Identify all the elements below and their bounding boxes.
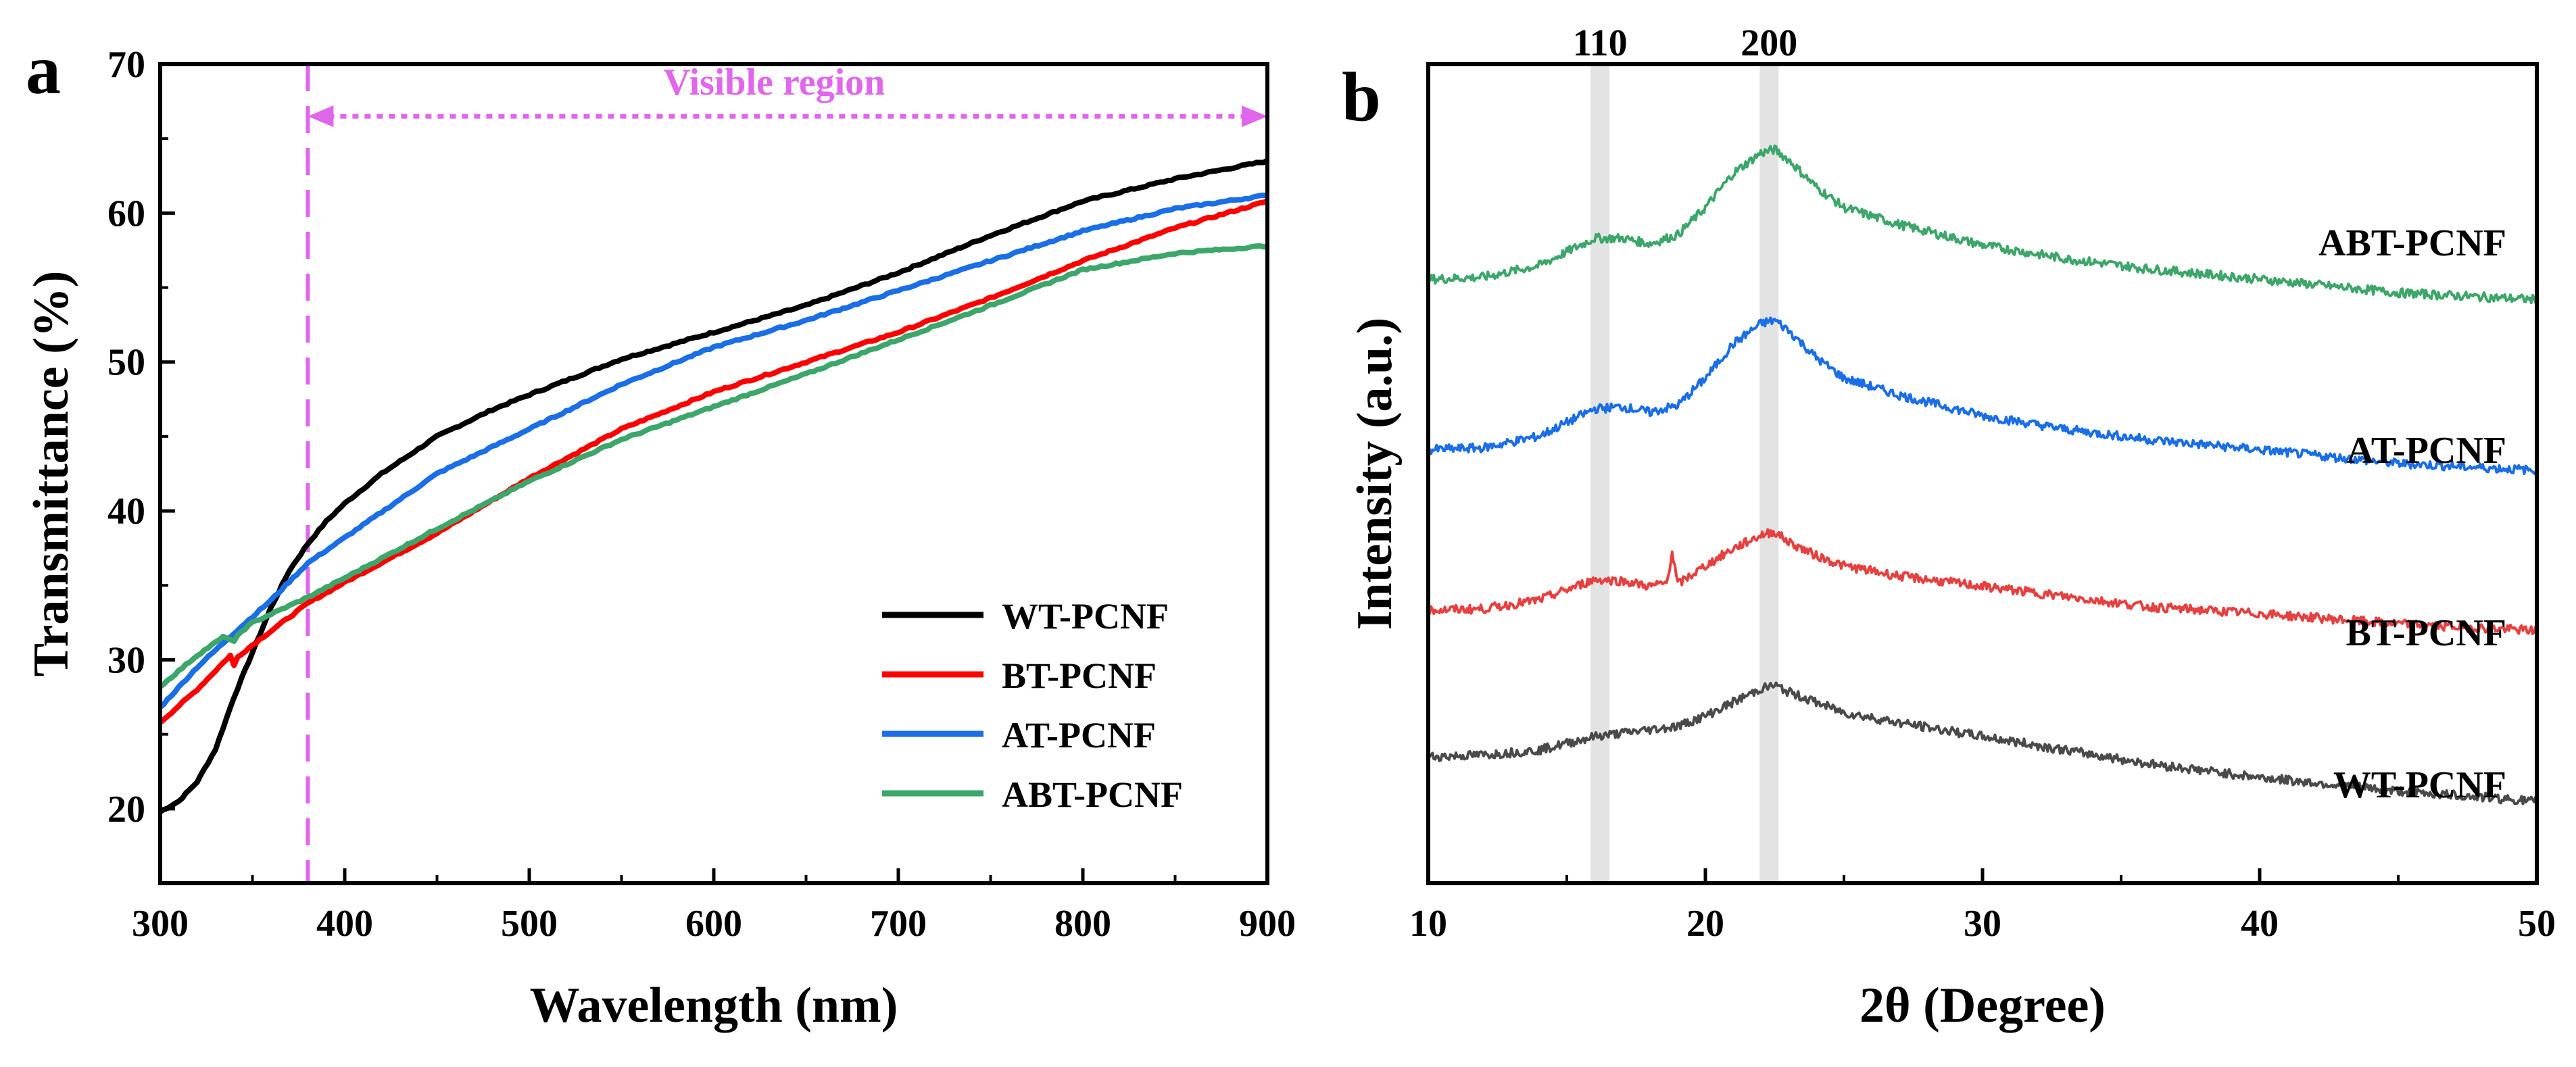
panel-a-ticks: 300 400 500 600 700 800 900 20 30 40 50 60 70	[107, 44, 1296, 945]
panel-a-y-tick-label: 20	[107, 789, 145, 830]
panel-a-series-bt-pcnf	[158, 198, 1269, 725]
visible-region-arrow-right-head	[1242, 105, 1267, 128]
panel-a-y-tick-label: 30	[107, 639, 145, 681]
panel-b-x-tick-label: 50	[2518, 903, 2556, 945]
panel-b-letter: b	[1342, 58, 1381, 136]
panel-a-legend: WT-PCNF BT-PCNF AT-PCNF ABT-PCNF	[882, 596, 1183, 815]
panel-a-series-wt-pcnf	[158, 157, 1269, 814]
panel-a-x-tick-label: 800	[1054, 903, 1111, 945]
panel-a-x-tick-label: 700	[870, 903, 927, 945]
panel-a-letter: a	[26, 31, 61, 109]
panel-b-series-wt-pcnf	[1427, 681, 2537, 805]
peak-label-110: 110	[1573, 22, 1628, 64]
visible-region-label: Visible region	[663, 61, 885, 103]
visible-region-annotation: Visible region	[306, 61, 1267, 883]
peak-band-200	[1759, 64, 1779, 883]
panel-a-frame	[158, 62, 1269, 885]
series-label-at: AT-PCNF	[2347, 430, 2506, 472]
panel-a-series-abt-pcnf	[158, 243, 1268, 689]
legend-label-at: AT-PCNF	[1002, 715, 1156, 755]
legend-label-wt: WT-PCNF	[1002, 596, 1169, 637]
panel-a-series	[158, 157, 1269, 814]
legend-label-abt: ABT-PCNF	[1002, 774, 1183, 815]
panel-b-frame	[1426, 62, 2539, 885]
panel-b-series-bt-pcnf	[1427, 528, 2538, 635]
peak-label-200: 200	[1741, 22, 1797, 64]
panel-b-x-tick-label: 10	[1409, 903, 1447, 945]
panel-a-x-tick-label: 300	[132, 903, 189, 945]
panel-b-ticks: 10 20 30 40 50	[1409, 868, 2556, 945]
legend-label-bt: BT-PCNF	[1002, 655, 1157, 696]
series-label-abt: ABT-PCNF	[2318, 222, 2506, 264]
peak-band-110	[1590, 64, 1610, 883]
panel-b-x-tick-label: 30	[1964, 903, 2001, 945]
panel-b-y-axis-label: Intensity (a.u.)	[1347, 318, 1403, 630]
series-label-wt: WT-PCNF	[2333, 764, 2506, 806]
panel-a-x-tick-label: 600	[685, 903, 742, 945]
panel-a-y-tick-label: 40	[107, 491, 145, 532]
panel-a-series-at-pcnf	[158, 192, 1268, 710]
visible-region-arrow-left-head	[308, 105, 334, 128]
panel-a-x-tick-label: 500	[501, 903, 558, 945]
panel-b-peak-bands: 110 200	[1573, 22, 1797, 883]
panel-a-y-tick-label: 50	[107, 342, 145, 384]
panel-b-series	[1427, 144, 2538, 805]
panel-b-x-tick-label: 40	[2241, 903, 2279, 945]
panel-a-y-tick-label: 70	[107, 44, 145, 86]
panel-b-x-tick-label: 20	[1686, 903, 1724, 945]
panel-b-series-at-pcnf	[1427, 316, 2538, 476]
panel-b-chart: 110 200 10 20 30 40 50 ABT-PCNF AT-PCNF BT-PC…	[1347, 22, 2556, 1033]
panel-a-y-axis-label: Transmittance (%)	[24, 271, 79, 677]
panel-a-y-tick-label: 60	[107, 193, 145, 234]
panel-a-chart: 300 400 500 600 700 800 900 20 30 40 50 60 70 Visibl…	[24, 44, 1296, 1033]
series-label-bt: BT-PCNF	[2346, 612, 2506, 654]
panel-a-x-axis-label: Wavelength (nm)	[530, 978, 898, 1033]
panel-b-series-abt-pcnf	[1427, 144, 2538, 305]
panel-b-x-axis-label: 2θ (Degree)	[1860, 978, 2106, 1033]
panel-a-x-tick-label: 900	[1239, 903, 1296, 945]
panel-a-x-tick-label: 400	[316, 903, 373, 945]
panel-b-series-labels: ABT-PCNF AT-PCNF BT-PCNF WT-PCNF	[2318, 222, 2506, 806]
